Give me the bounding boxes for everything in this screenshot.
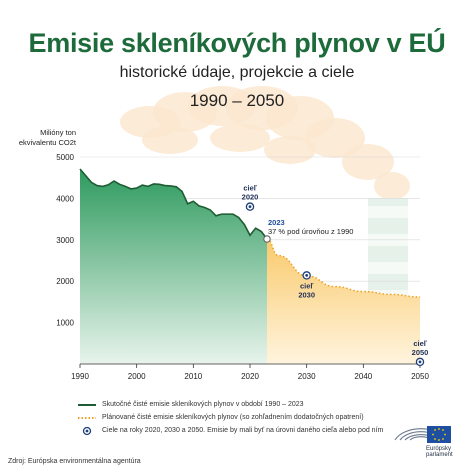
smoke-cloud-decoration <box>120 86 410 200</box>
legend-label-actual: Skutočné čisté emisie skleníkových plyno… <box>102 401 304 408</box>
x-tick-label: 2000 <box>128 372 146 381</box>
chart-title: Emisie skleníkových plynov v EÚ <box>28 28 446 58</box>
x-tick-label: 1990 <box>71 372 89 381</box>
source-note: Zdroj: Európska environmentálna agentúra <box>8 458 141 465</box>
target-year-label: 2030 <box>298 290 315 299</box>
target-marker-dot <box>418 360 422 364</box>
legend-label-targets: Ciele na roky 2020, 2030 a 2050. Emisie … <box>102 427 384 434</box>
smoke-puff <box>305 118 365 158</box>
y-tick-label: 1000 <box>56 319 74 328</box>
axes: 1990 2000 2010 2020 2030 2040 2050 1000 2000 3000… <box>56 153 429 381</box>
legend-item-projected: Plánované čisté emisie skleníkových plyn… <box>78 411 388 424</box>
legend-target-icon <box>82 426 92 435</box>
target-label: cieľ <box>413 339 426 348</box>
legend-item-targets: Ciele na roky 2020, 2030 a 2050. Emisie … <box>78 424 388 437</box>
x-tick-label: 2040 <box>354 372 372 381</box>
smoke-puff <box>264 136 316 164</box>
target-marker-dot <box>248 205 252 209</box>
x-tick-label: 2020 <box>241 372 259 381</box>
target-label: cieľ <box>300 281 313 290</box>
x-tick-label: 2010 <box>184 372 202 381</box>
legend-label-projected: Plánované čisté emisie skleníkových plyn… <box>102 414 364 421</box>
smoke-puff <box>342 144 394 180</box>
y-axis-label-line2: ekvivalentu CO2t <box>19 138 77 147</box>
y-tick-label: 4000 <box>56 194 74 203</box>
chimney-stripe <box>368 262 408 274</box>
legend-dotted-line-icon <box>78 416 96 419</box>
area-projected <box>267 238 420 364</box>
y-axis-label-line1: Milióny ton <box>40 128 76 137</box>
data-areas <box>79 168 421 364</box>
target-year-label: 2050 <box>412 348 429 357</box>
annotation-point <box>263 235 271 243</box>
x-tick-label: 2030 <box>298 372 316 381</box>
y-tick-label: 5000 <box>56 153 74 162</box>
y-tick-label: 2000 <box>56 277 74 286</box>
chart-year-range: 1990 – 2050 <box>189 91 285 110</box>
chimney-stripe <box>368 206 408 218</box>
smoke-puff <box>210 124 270 152</box>
target-label: cieľ <box>243 184 256 193</box>
smoke-puff <box>374 172 410 200</box>
european-parliament-logo <box>394 426 451 443</box>
annotation-year: 2023 <box>268 218 285 227</box>
chart-subtitle: historické údaje, projekcie a ciele <box>119 64 355 81</box>
target-year-label: 2020 <box>242 193 259 202</box>
target-marker-dot <box>305 274 309 277</box>
logo-label: Európsky parlament <box>426 446 453 458</box>
legend-solid-line-icon <box>78 403 96 406</box>
legend-item-actual: Skutočné čisté emisie skleníkových plyno… <box>78 398 388 411</box>
legend: Skutočné čisté emisie skleníkových plyno… <box>78 398 388 437</box>
area-actual <box>80 169 267 364</box>
annotation-text: 37 % pod úrovňou z 1990 <box>268 227 353 236</box>
line-actual <box>79 168 268 240</box>
smoke-puff <box>142 126 198 154</box>
y-tick-label: 3000 <box>56 236 74 245</box>
x-tick-label: 2050 <box>411 372 429 381</box>
